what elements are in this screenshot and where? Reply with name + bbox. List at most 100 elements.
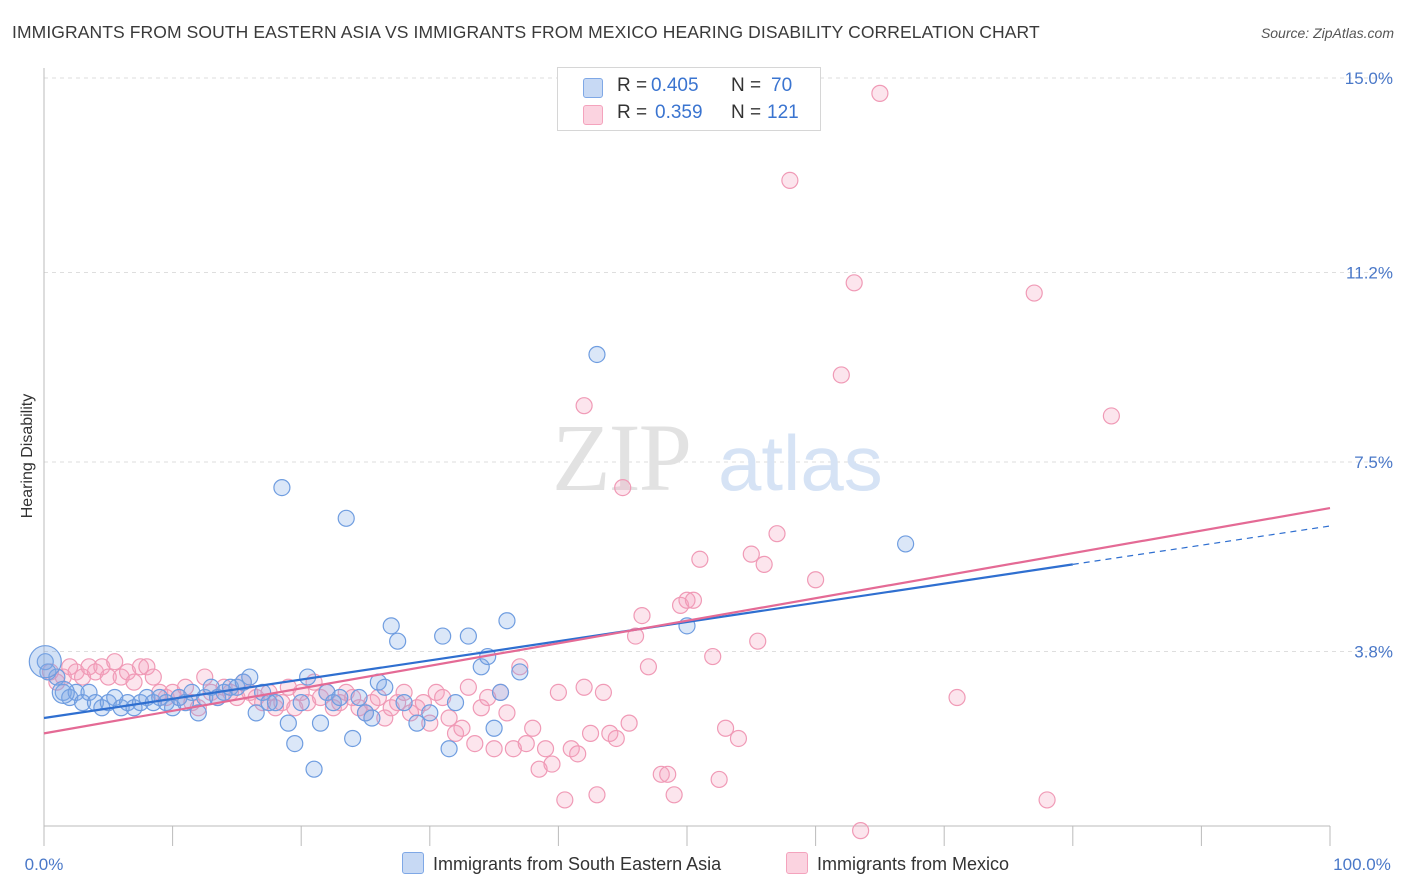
point-sea: [897, 535, 915, 553]
point-mexico: [144, 668, 162, 686]
point-sea: [485, 719, 503, 737]
point-mexico: [626, 627, 645, 645]
legend-item-mexico[interactable]: Immigrants from Mexico: [786, 852, 1009, 875]
point-sea: [491, 683, 510, 702]
point-sea: [331, 688, 349, 707]
legend-label-sea: Immigrants from South Eastern Asia: [433, 854, 722, 874]
point-mexico: [530, 760, 548, 778]
point-sea: [344, 729, 362, 748]
point-sea: [189, 704, 207, 722]
point-sea-medium: [51, 680, 75, 705]
point-mexico: [1038, 791, 1056, 809]
point-mexico: [620, 714, 638, 732]
point-mexico: [93, 658, 111, 676]
point-mexico: [99, 668, 117, 686]
point-sea: [266, 694, 285, 712]
y-tick-label: 15.0%: [1345, 69, 1393, 88]
point-mexico: [845, 274, 863, 292]
trendline-sea-extension: [1072, 525, 1331, 565]
point-mexico: [691, 550, 709, 568]
watermark: ZIP atlas: [552, 404, 883, 511]
point-mexico: [440, 709, 458, 727]
r-value: 0.405: [651, 75, 699, 96]
legend-item-sea[interactable]: Immigrants from South Eastern Asia: [402, 852, 721, 875]
point-mexico: [684, 591, 703, 609]
source-label: Source: ZipAtlas.com: [1260, 25, 1394, 41]
point-sea: [305, 760, 323, 778]
point-sea: [337, 509, 355, 527]
point-mexico: [1102, 407, 1120, 425]
point-mexico: [479, 688, 497, 707]
point-mexico: [472, 699, 490, 717]
point-mexico: [594, 683, 613, 702]
point-mexico: [549, 683, 568, 702]
point-mexico: [742, 545, 760, 563]
point-mexico: [138, 658, 156, 676]
point-mexico: [755, 555, 773, 574]
point-sea-large: [28, 645, 62, 679]
y-tick-label: 7.5%: [1354, 453, 1393, 472]
point-sea: [472, 658, 490, 676]
gridlines: [44, 77, 1392, 652]
stats-legend: R = 0.405 N = 70 R = 0.359 N = 121: [557, 67, 821, 131]
point-mexico: [125, 673, 143, 691]
point-mexico: [607, 729, 625, 748]
point-mexico: [614, 479, 632, 497]
point-mexico: [517, 734, 535, 753]
point-mexico: [453, 719, 471, 737]
point-sea: [389, 632, 407, 650]
point-mexico: [1025, 284, 1043, 302]
n-value: 121: [767, 102, 799, 123]
point-mexico: [710, 770, 728, 789]
point-sea: [588, 345, 606, 364]
point-mexico: [299, 694, 317, 712]
point-mexico: [498, 704, 516, 722]
point-mexico: [768, 525, 786, 543]
point-mexico: [806, 571, 825, 589]
point-mexico: [273, 694, 291, 712]
point-sea: [176, 694, 195, 712]
point-mexico: [704, 647, 722, 666]
trendlines: [43, 506, 1331, 735]
point-mexico: [575, 397, 593, 415]
point-mexico: [575, 678, 593, 696]
point-mexico: [331, 694, 349, 712]
point-mexico: [871, 84, 889, 102]
point-mexico: [511, 658, 529, 676]
point-mexico: [131, 658, 150, 676]
point-mexico: [652, 765, 670, 783]
point-sea: [395, 694, 413, 712]
point-sea: [279, 714, 297, 732]
point-mexico: [639, 658, 658, 676]
point-sea: [241, 668, 259, 686]
point-mexico: [536, 740, 555, 758]
point-sea: [434, 627, 452, 645]
legend-swatch-mexico: [786, 852, 808, 874]
x-tick-label-min: 0.0%: [25, 855, 64, 874]
point-sea: [382, 617, 400, 635]
point-mexico: [832, 366, 850, 384]
point-mexico: [73, 668, 92, 686]
point-sea: [376, 678, 394, 696]
point-sea: [446, 694, 465, 712]
point-mexico: [504, 740, 522, 758]
swatch-mexico: [583, 105, 603, 125]
series-sea-points: [28, 345, 915, 778]
point-mexico: [459, 678, 477, 696]
point-mexico: [389, 694, 407, 712]
point-sea: [311, 714, 330, 732]
point-mexico: [376, 709, 394, 727]
point-sea: [408, 714, 426, 732]
point-mexico: [781, 171, 799, 189]
point-mexico: [54, 668, 72, 686]
y-tick-label: 11.2%: [1346, 264, 1393, 283]
watermark-atlas: atlas: [718, 419, 883, 507]
point-mexico: [678, 591, 696, 609]
point-mexico: [466, 734, 484, 753]
point-mexico: [948, 688, 966, 707]
point-sea: [247, 704, 265, 722]
point-mexico: [716, 719, 735, 737]
trendline-sea: [43, 563, 1073, 720]
chart-title: IMMIGRANTS FROM SOUTH EASTERN ASIA VS IM…: [12, 22, 1040, 42]
